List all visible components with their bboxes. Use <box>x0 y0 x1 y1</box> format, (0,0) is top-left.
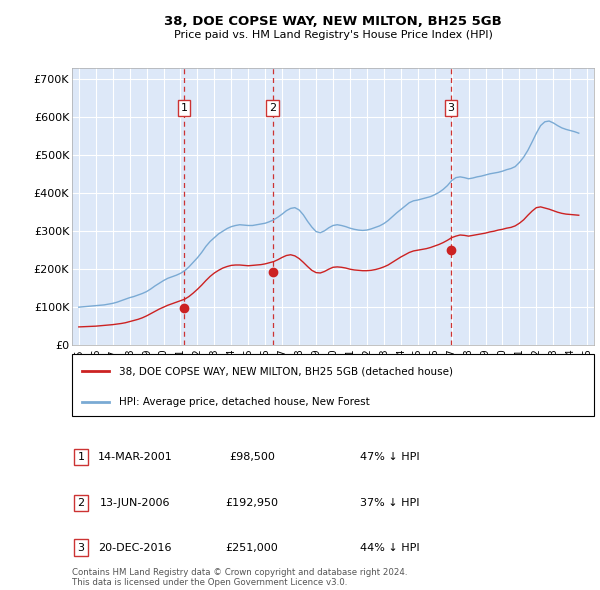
Text: 3: 3 <box>77 543 85 552</box>
Text: Price paid vs. HM Land Registry's House Price Index (HPI): Price paid vs. HM Land Registry's House … <box>173 30 493 40</box>
Text: 44% ↓ HPI: 44% ↓ HPI <box>360 543 419 552</box>
Text: Contains HM Land Registry data © Crown copyright and database right 2024.
This d: Contains HM Land Registry data © Crown c… <box>72 568 407 587</box>
Text: 13-JUN-2006: 13-JUN-2006 <box>100 498 170 507</box>
Text: 2: 2 <box>77 498 85 507</box>
Text: £251,000: £251,000 <box>226 543 278 552</box>
Text: £98,500: £98,500 <box>229 453 275 462</box>
Text: 47% ↓ HPI: 47% ↓ HPI <box>360 453 419 462</box>
Text: HPI: Average price, detached house, New Forest: HPI: Average price, detached house, New … <box>119 397 370 407</box>
Text: 1: 1 <box>77 453 85 462</box>
Text: £192,950: £192,950 <box>226 498 278 507</box>
Text: 1: 1 <box>181 103 187 113</box>
Text: 20-DEC-2016: 20-DEC-2016 <box>98 543 172 552</box>
Text: 3: 3 <box>448 103 455 113</box>
Text: 38, DOE COPSE WAY, NEW MILTON, BH25 5GB (detached house): 38, DOE COPSE WAY, NEW MILTON, BH25 5GB … <box>119 366 453 376</box>
Text: 2: 2 <box>269 103 277 113</box>
Text: 38, DOE COPSE WAY, NEW MILTON, BH25 5GB: 38, DOE COPSE WAY, NEW MILTON, BH25 5GB <box>164 15 502 28</box>
Text: 14-MAR-2001: 14-MAR-2001 <box>98 453 172 462</box>
FancyBboxPatch shape <box>72 354 594 416</box>
Text: 37% ↓ HPI: 37% ↓ HPI <box>360 498 419 507</box>
